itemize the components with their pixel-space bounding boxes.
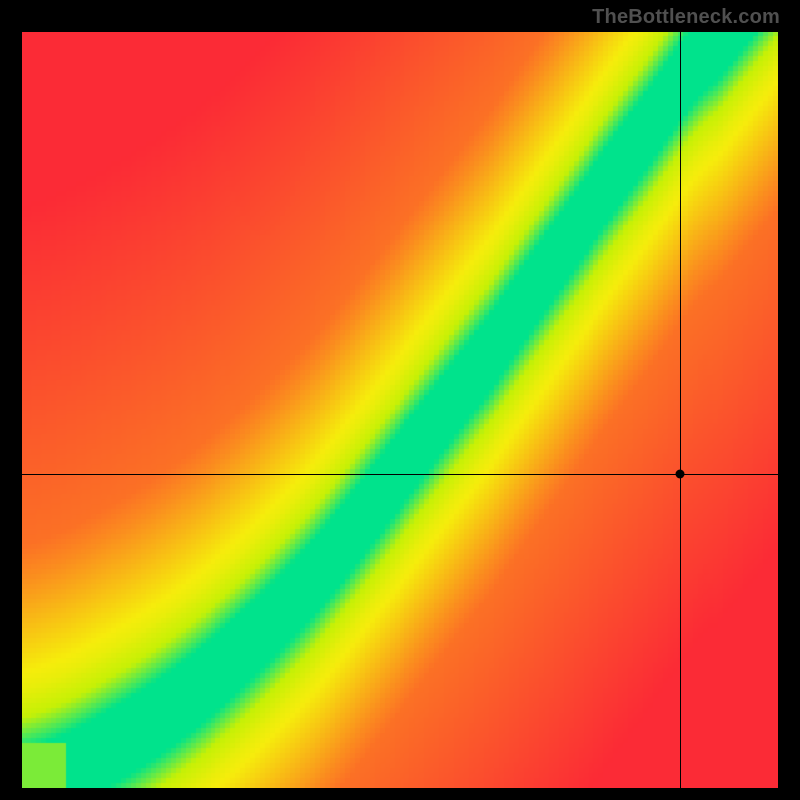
crosshair-horizontal bbox=[22, 474, 778, 475]
marker-dot bbox=[675, 470, 684, 479]
plot-area bbox=[22, 32, 778, 788]
watermark-text: TheBottleneck.com bbox=[592, 6, 780, 29]
crosshair-vertical bbox=[680, 32, 681, 788]
heatmap-canvas bbox=[22, 32, 778, 788]
